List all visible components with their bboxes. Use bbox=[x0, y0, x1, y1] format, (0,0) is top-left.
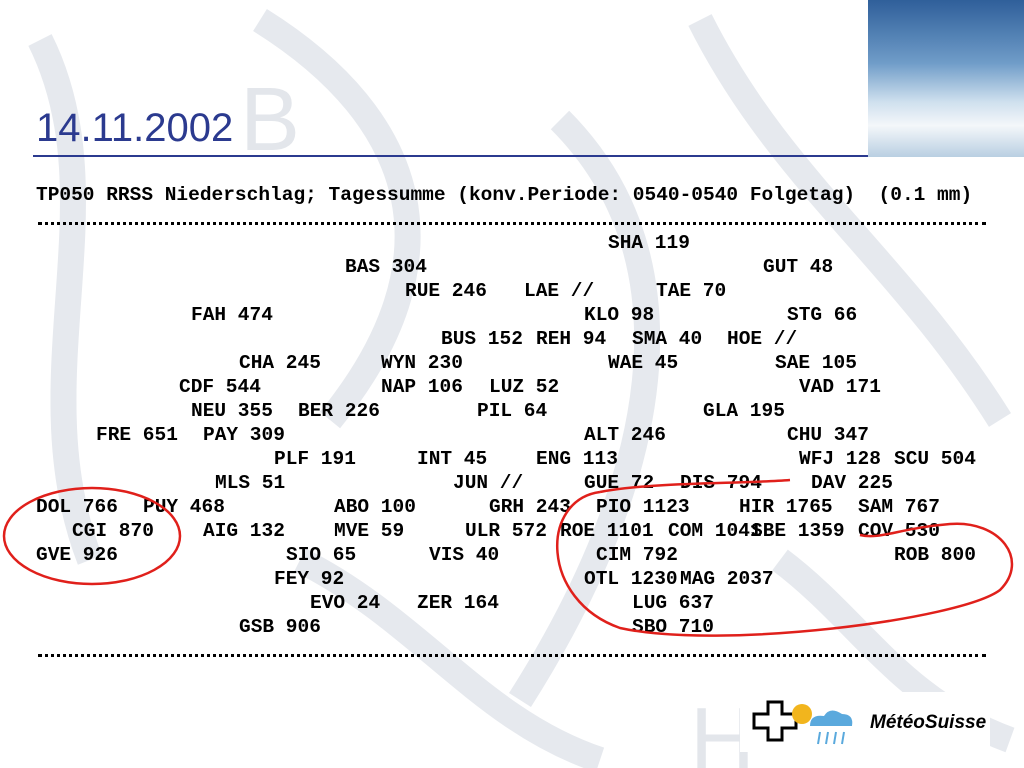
station-value: DAV 225 bbox=[811, 472, 893, 494]
station-value: GVE 926 bbox=[36, 544, 118, 566]
station-value: NAP 106 bbox=[381, 376, 463, 398]
station-value: FAH 474 bbox=[191, 304, 273, 326]
station-value: RUE 246 bbox=[405, 280, 487, 302]
station-value: BAS 304 bbox=[345, 256, 427, 278]
station-value: SAE 105 bbox=[775, 352, 857, 374]
station-value: LUG 637 bbox=[632, 592, 714, 614]
station-value: CHU 347 bbox=[787, 424, 869, 446]
station-value: MLS 51 bbox=[215, 472, 286, 494]
highlight-circle bbox=[599, 478, 791, 494]
station-value: WAE 45 bbox=[608, 352, 679, 374]
station-value: BUS 152 bbox=[441, 328, 523, 350]
station-value: CGI 870 bbox=[72, 520, 154, 542]
station-value: SMA 40 bbox=[632, 328, 703, 350]
station-value: CDF 544 bbox=[179, 376, 261, 398]
slide-title: 14.11.2002 bbox=[36, 106, 234, 150]
station-value: SCU 504 bbox=[894, 448, 976, 470]
header-photo bbox=[868, 0, 1024, 157]
station-value: FRE 651 bbox=[96, 424, 178, 446]
station-value: FEY 92 bbox=[274, 568, 345, 590]
svg-text:B: B bbox=[240, 70, 300, 170]
station-value: WFJ 128 bbox=[799, 448, 881, 470]
station-value: EVO 24 bbox=[310, 592, 381, 614]
station-value: INT 45 bbox=[417, 448, 488, 470]
station-value: SIO 65 bbox=[286, 544, 357, 566]
station-value: PLF 191 bbox=[274, 448, 356, 470]
logo-mark bbox=[752, 700, 853, 745]
station-value: GUT 48 bbox=[763, 256, 834, 278]
report-heading: TP050 RRSS Niederschlag; Tagessumme (kon… bbox=[36, 184, 973, 206]
station-value: AIG 132 bbox=[203, 520, 285, 542]
station-value: KLO 98 bbox=[584, 304, 655, 326]
title-rule bbox=[33, 155, 868, 157]
station-value: ULR 572 bbox=[465, 520, 547, 542]
station-value: CHA 245 bbox=[239, 352, 321, 374]
station-value: HIR 1765 bbox=[739, 496, 833, 518]
dotted-separator bbox=[38, 654, 986, 657]
station-value: GRH 243 bbox=[489, 496, 571, 518]
station-value: MVE 59 bbox=[334, 520, 405, 542]
station-value: GLA 195 bbox=[703, 400, 785, 422]
station-value: NEU 355 bbox=[191, 400, 273, 422]
station-value: BER 226 bbox=[298, 400, 380, 422]
station-value: GUE 72 bbox=[584, 472, 655, 494]
station-value: VIS 40 bbox=[429, 544, 500, 566]
logo-text: MétéoSuisse bbox=[870, 712, 987, 733]
station-value: MAG 2037 bbox=[680, 568, 774, 590]
highlight-circle bbox=[2, 486, 182, 586]
station-value: ZER 164 bbox=[417, 592, 499, 614]
station-value: SBE 1359 bbox=[751, 520, 845, 542]
station-value: STG 66 bbox=[787, 304, 858, 326]
station-value: PIL 64 bbox=[477, 400, 548, 422]
station-value: HOE // bbox=[727, 328, 798, 350]
station-value: ROB 800 bbox=[894, 544, 976, 566]
station-value: VAD 171 bbox=[799, 376, 881, 398]
highlight-circle bbox=[556, 490, 1014, 637]
station-value: JUN // bbox=[453, 472, 524, 494]
station-value: DOL 766 bbox=[36, 496, 118, 518]
logo: MétéoSuisse bbox=[740, 692, 990, 752]
station-value: WYN 230 bbox=[381, 352, 463, 374]
station-value: SAM 767 bbox=[858, 496, 940, 518]
station-value: COM 1041 bbox=[668, 520, 762, 542]
station-value: LUZ 52 bbox=[489, 376, 560, 398]
station-value: TAE 70 bbox=[656, 280, 727, 302]
station-value: CIM 792 bbox=[596, 544, 678, 566]
station-value: PAY 309 bbox=[203, 424, 285, 446]
dotted-separator bbox=[38, 222, 986, 225]
station-value: GSB 906 bbox=[239, 616, 321, 638]
station-value: LAE // bbox=[524, 280, 595, 302]
station-value: ABO 100 bbox=[334, 496, 416, 518]
station-value: ROE 1101 bbox=[560, 520, 654, 542]
station-value: ENG 113 bbox=[536, 448, 618, 470]
station-value: PIO 1123 bbox=[596, 496, 690, 518]
station-value: ALT 246 bbox=[584, 424, 666, 446]
station-value: SHA 119 bbox=[608, 232, 690, 254]
station-value: REH 94 bbox=[536, 328, 607, 350]
station-value: OTL 1230 bbox=[584, 568, 678, 590]
